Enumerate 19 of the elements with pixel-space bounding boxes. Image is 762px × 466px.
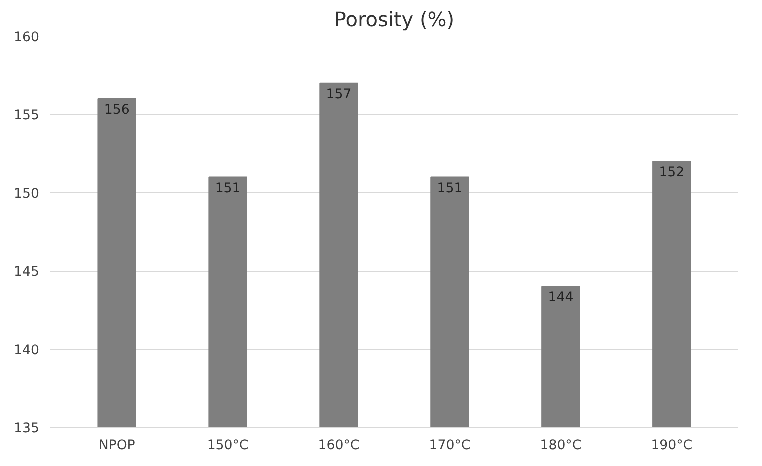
y-tick-label: 155 — [14, 108, 40, 124]
y-tick-label: 160 — [14, 30, 40, 46]
data-label: 152 — [659, 166, 685, 181]
data-label: 157 — [326, 87, 352, 102]
x-tick-label: 190°C — [651, 438, 693, 454]
y-tick-label: 150 — [14, 186, 40, 202]
data-label: 144 — [548, 290, 574, 306]
x-tick-label: 180°C — [540, 438, 582, 454]
chart-title: Porosity (%) — [334, 8, 455, 32]
y-tick-label: 135 — [14, 422, 40, 436]
x-tick-label: 160°C — [318, 438, 360, 454]
y-tick-label: 145 — [14, 265, 40, 280]
x-tick-label: NPOP — [98, 438, 136, 454]
x-tick-label: 170°C — [429, 438, 471, 454]
data-label: 156 — [104, 103, 130, 118]
y-tick-label: 140 — [14, 343, 40, 358]
x-tick-label: 150°C — [207, 438, 249, 454]
data-label: 151 — [437, 181, 463, 196]
data-label: 151 — [215, 181, 241, 196]
